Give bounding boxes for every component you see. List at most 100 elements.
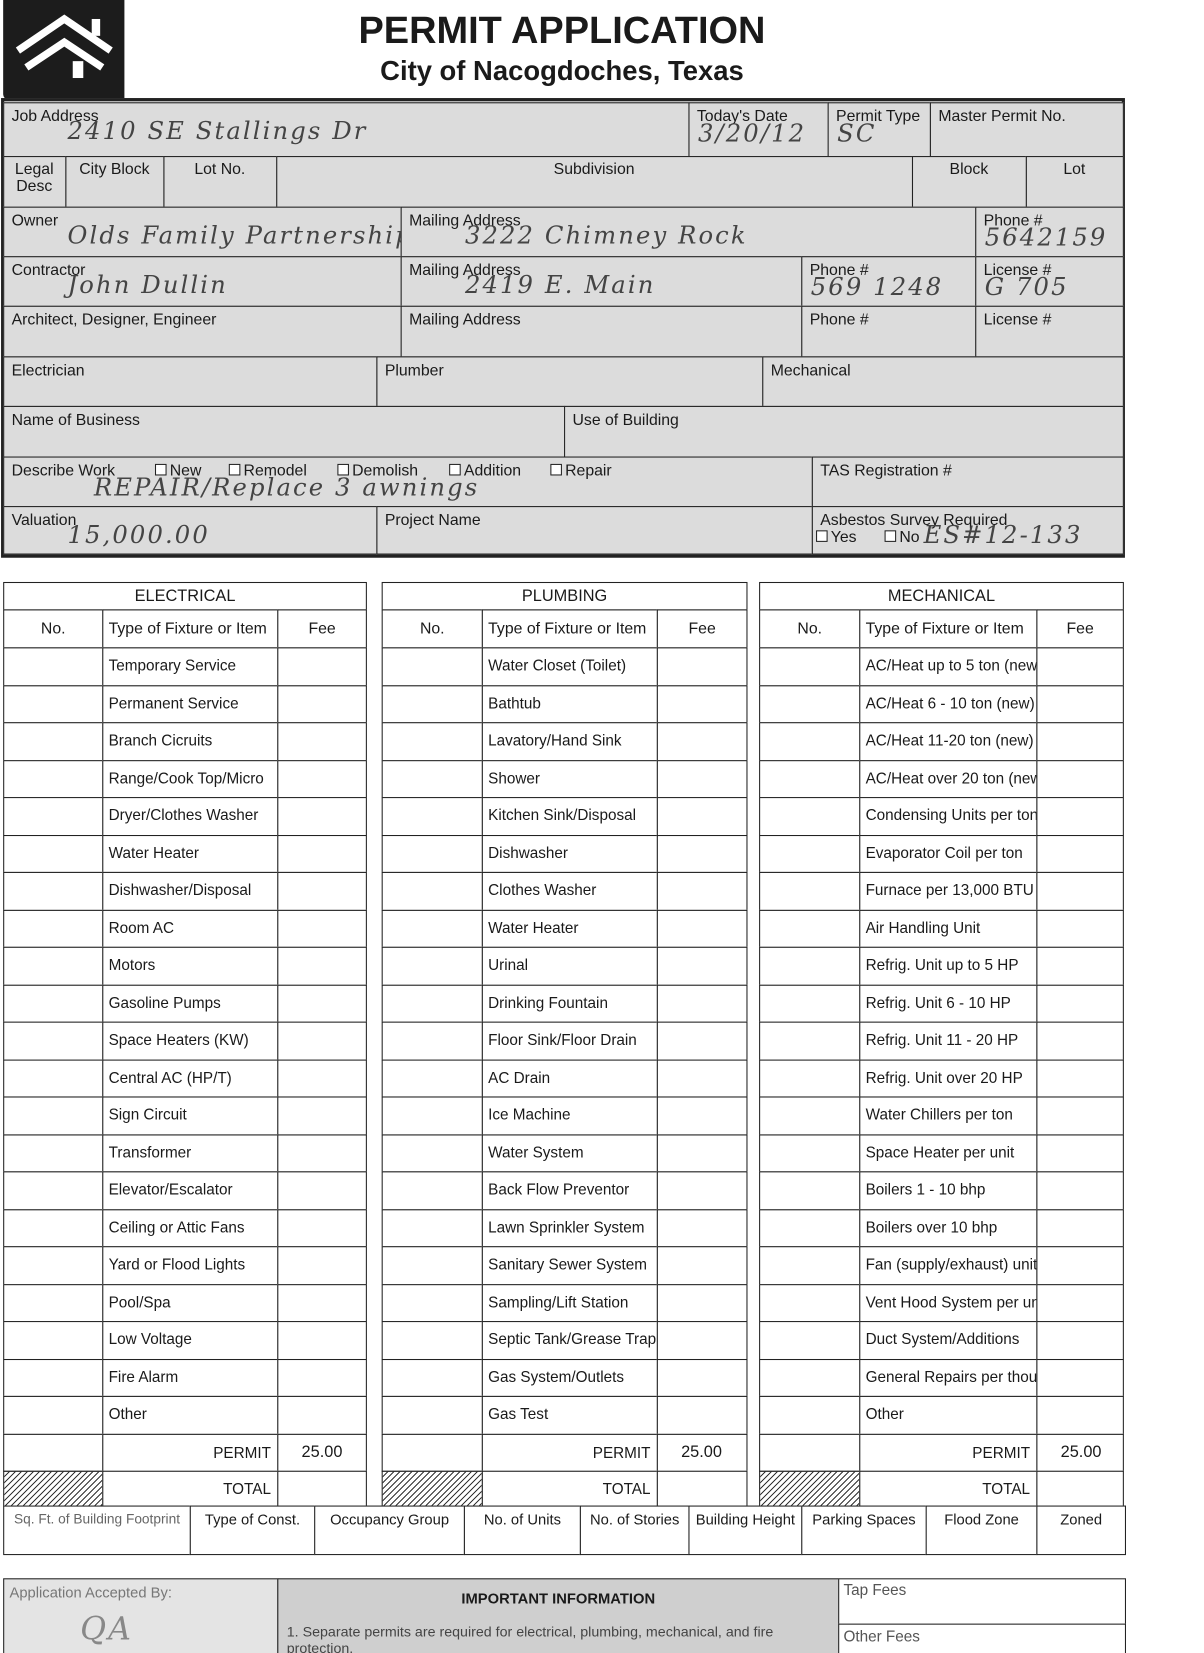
item-name: Space Heaters (KW) xyxy=(108,1032,249,1050)
item-cell: Lawn Sprinkler System xyxy=(481,1208,658,1248)
no-cell xyxy=(759,871,861,911)
fee-cell xyxy=(1036,1208,1124,1248)
field-label: Use of Building xyxy=(572,411,679,430)
fee-cell xyxy=(277,1021,367,1061)
item-cell: Refrig. Unit 6 - 10 HP xyxy=(859,984,1038,1023)
field-label: Asbestos Survey Required xyxy=(820,511,1008,530)
important-info: IMPORTANT INFORMATION 1. Separate permits… xyxy=(277,1578,840,1653)
no-cell xyxy=(381,1246,483,1285)
field-label: Owner xyxy=(11,211,59,230)
column-header-text: Type of Fixture or Item xyxy=(488,619,647,638)
item-cell: Room AC xyxy=(102,909,279,948)
item-cell: Space Heater per unit xyxy=(859,1133,1038,1173)
item-name: Room AC xyxy=(108,919,175,937)
item-name: AC Drain xyxy=(488,1069,551,1087)
item-cell: Motors xyxy=(102,946,279,986)
no-cell xyxy=(759,1021,861,1061)
handwritten-value: 5642159 xyxy=(984,224,1108,252)
item-cell: Ceiling or Attic Fans xyxy=(102,1208,279,1248)
no-cell xyxy=(3,1096,104,1135)
item-name: AC/Heat 6 - 10 ton (new) xyxy=(865,695,1035,713)
no-cell xyxy=(381,946,483,986)
item-name: Back Flow Preventor xyxy=(488,1181,630,1199)
item-cell: Fan (supply/exhaust) unit xyxy=(859,1246,1038,1285)
item-cell: Duct System/Additions xyxy=(859,1321,1038,1360)
form-cell: Valuation 15,000.00 xyxy=(3,506,378,555)
item-name: Water Closet (Toilet) xyxy=(488,657,627,675)
item-name: Drinking Fountain xyxy=(488,994,608,1012)
column-header-text: No. xyxy=(797,619,823,638)
no-cell xyxy=(3,909,104,948)
building-info-cell: Zoned xyxy=(1036,1505,1126,1556)
handwritten-value: 2410 SE Stallings Dr xyxy=(67,118,368,146)
tap-fees-label: Tap Fees xyxy=(843,1582,907,1600)
option: Addition xyxy=(449,462,521,480)
checkbox xyxy=(228,463,241,476)
total-fee-cell xyxy=(1036,1470,1124,1507)
field-label: Mailing Address xyxy=(409,261,521,280)
item-name: Dishwasher xyxy=(488,845,569,862)
fee-cell xyxy=(656,797,748,836)
item-cell: AC/Heat 11-20 ton (new) xyxy=(859,722,1038,761)
accepted-by: Application Accepted By: QA xyxy=(3,1578,279,1653)
total-fee-cell xyxy=(277,1470,367,1507)
no-cell xyxy=(3,1133,104,1173)
item-cell: Gasoline Pumps xyxy=(102,984,279,1023)
item-name: Permanent Service xyxy=(108,695,239,713)
fee-cell xyxy=(277,647,367,686)
no-cell xyxy=(3,797,104,836)
item-name: Water System xyxy=(488,1144,584,1162)
hatched-cell xyxy=(381,1470,483,1507)
item-cell: Evaporator Coil per ton xyxy=(859,834,1038,873)
building-info-label: Sq. Ft. of Building Footprint xyxy=(13,1510,181,1527)
permit-fee: 25.00 xyxy=(681,1442,722,1461)
item-name: Furnace per 13,000 BTU xyxy=(865,882,1034,900)
item-name: Kitchen Sink/Disposal xyxy=(488,807,637,825)
column-header-text: Fee xyxy=(1066,619,1094,638)
item-name: Fire Alarm xyxy=(108,1369,179,1386)
option: Remodel xyxy=(228,462,307,480)
item-cell: Floor Sink/Floor Drain xyxy=(481,1021,658,1061)
fee-cell xyxy=(656,1283,748,1323)
building-info-cell: Occupancy Group xyxy=(314,1505,465,1556)
no-cell xyxy=(759,1171,861,1210)
handwritten-value: ES#12-133 xyxy=(923,521,1083,550)
building-info-label: No. of Stories xyxy=(589,1510,680,1528)
fee-cell xyxy=(656,1395,748,1435)
form-cell: Name of Business xyxy=(3,405,566,458)
field-label: Phone # xyxy=(809,311,869,329)
building-info-cell: Flood Zone xyxy=(925,1505,1038,1556)
checkbox xyxy=(550,463,562,476)
total-cell: TOTAL xyxy=(102,1470,279,1507)
no-cell xyxy=(381,797,483,836)
field-label: License # xyxy=(983,311,1052,329)
fee-cell xyxy=(277,871,367,911)
item-cell: Water Closet (Toilet) xyxy=(481,647,658,686)
option: Demolish xyxy=(337,462,418,480)
option: Repair xyxy=(550,462,612,480)
item-cell: Pool/Spa xyxy=(102,1283,279,1323)
item-name: Gas System/Outlets xyxy=(488,1369,625,1386)
field-label: Electrician xyxy=(11,361,85,380)
no-cell xyxy=(381,722,483,761)
fee-cell xyxy=(277,1283,367,1323)
item-cell: Furnace per 13,000 BTU xyxy=(859,871,1038,911)
field-label: Name of Business xyxy=(11,411,140,430)
permit-label: PERMIT xyxy=(592,1444,651,1462)
fee-cell xyxy=(277,1395,367,1435)
checkbox xyxy=(154,463,167,476)
fee-cell xyxy=(1036,647,1124,686)
no-cell xyxy=(759,909,861,948)
item-name: Bathtub xyxy=(488,695,541,713)
item-cell: Elevator/Escalator xyxy=(102,1171,279,1210)
no-cell xyxy=(3,834,104,873)
form-cell: Mailing Address 2419 E. Main xyxy=(400,256,803,307)
fee-cell xyxy=(277,759,367,799)
tap-fees: Tap Fees xyxy=(838,1578,1126,1625)
item-cell: Other xyxy=(859,1395,1038,1435)
form-cell: Architect, Designer, Engineer xyxy=(3,305,402,358)
no-cell xyxy=(3,1171,104,1210)
no-cell xyxy=(3,1246,104,1285)
item-cell: Gas Test xyxy=(481,1395,658,1435)
fee-cell xyxy=(1036,834,1124,873)
